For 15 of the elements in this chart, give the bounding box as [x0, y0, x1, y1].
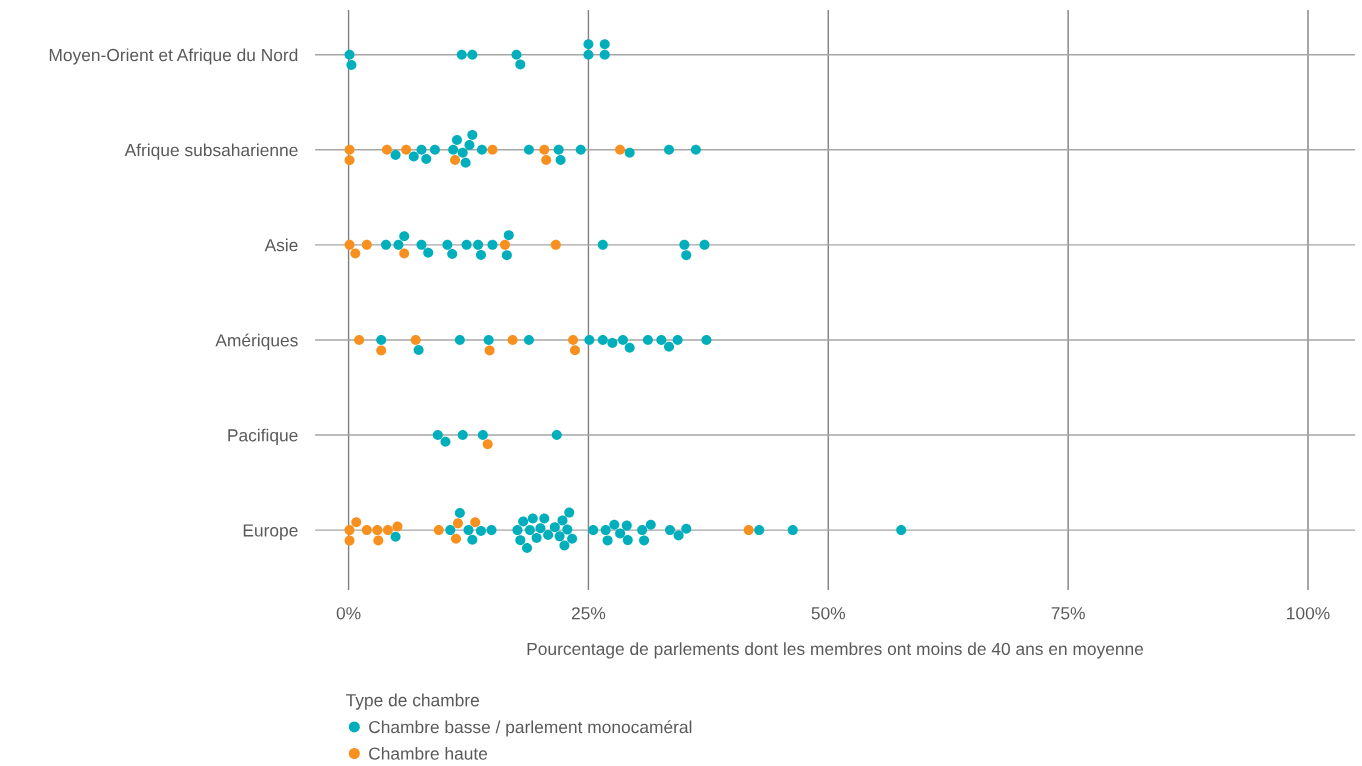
x-tick-label: 0%: [336, 607, 361, 620]
legend-label: Chambre haute: [369, 747, 488, 760]
x-tick-label: 75%: [1051, 607, 1085, 620]
y-tick-label: Asie: [264, 238, 298, 252]
x-tick-label: 25%: [571, 607, 606, 620]
y-tick-label: Moyen-Orient et Afrique du Nord: [49, 48, 298, 65]
y-tick-label: Afrique subsaharienne: [124, 143, 298, 160]
y-tick-label: Pacifique: [228, 428, 298, 445]
x-tick-label: 100%: [1287, 607, 1330, 620]
legend-title: Type de chambre: [346, 693, 479, 710]
x-tick-label: 50%: [811, 607, 846, 620]
x-axis-title: Pourcentage de parlements dont les membres ont moins de 40 ans en moyenne: [527, 642, 1144, 659]
y-tick-label: Amériques: [215, 333, 298, 350]
legend-label: Chambre basse / parlement monocaméral: [369, 720, 692, 737]
y-tick-label: Europe: [243, 524, 298, 540]
